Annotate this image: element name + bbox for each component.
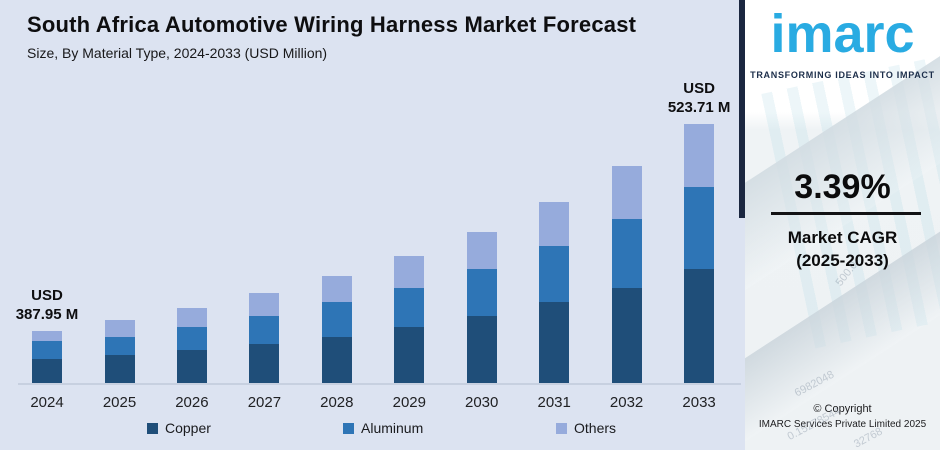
- bar-segment-2030-others: [466, 232, 497, 269]
- bar-segment-2026-copper: [176, 350, 207, 383]
- bar-segment-2028-copper: [321, 337, 352, 383]
- bar-segment-2029-aluminum: [394, 288, 425, 327]
- bar-segment-2033-aluminum: [684, 187, 715, 269]
- legend-marker-copper: [147, 422, 158, 434]
- x-tick-2032: 2032: [609, 394, 644, 411]
- bar-segment-2027-others: [249, 293, 280, 316]
- bar-segment-2033-copper: [684, 269, 715, 383]
- bar-segment-2028-aluminum: [321, 302, 352, 337]
- bar-segment-2024-copper: [32, 359, 62, 383]
- bar-segment-2031-aluminum: [539, 246, 570, 302]
- bar-segment-2031-others: [539, 202, 570, 246]
- x-tick-2031: 2031: [537, 394, 571, 411]
- legend-item-aluminum: Aluminum: [343, 420, 423, 436]
- brand-panel: imarc TRANSFORMING IDEAS INTO IMPACT 3.3…: [745, 0, 940, 450]
- bar-segment-2027-copper: [249, 344, 280, 383]
- value-label-2033: USD 523.71 M: [667, 80, 731, 116]
- x-tick-2027: 2027: [247, 394, 282, 411]
- chart-panel: South Africa Automotive Wiring Harness M…: [0, 12, 744, 440]
- copyright-company: IMARC Services Private Limited 2025: [758, 419, 927, 430]
- bar-segment-2032-copper: [611, 288, 642, 383]
- imarc-logo: imarc: [770, 4, 915, 64]
- bar-segment-2025-aluminum: [104, 337, 135, 355]
- chart-legend: Copper Aluminum Others: [0, 420, 744, 440]
- legend-item-others: Others: [556, 420, 616, 436]
- bar-segment-2032-others: [611, 166, 642, 219]
- x-tick-2028: 2028: [320, 394, 354, 411]
- bar-segment-2028-others: [321, 276, 352, 302]
- legend-item-copper: Copper: [147, 420, 211, 436]
- cagr-period: (2025-2033): [796, 251, 889, 270]
- x-tick-2024: 2024: [30, 394, 64, 411]
- x-tick-2025: 2025: [102, 394, 137, 411]
- bar-segment-2025-others: [104, 320, 135, 337]
- legend-label-aluminum: Aluminum: [361, 420, 424, 436]
- page-title: South Africa Automotive Wiring Harness M…: [27, 12, 637, 37]
- x-tick-2026: 2026: [175, 394, 209, 411]
- brand-accent-strip: [739, 0, 745, 218]
- legend-label-copper: Copper: [165, 420, 211, 436]
- bar-segment-2026-aluminum: [176, 327, 207, 350]
- bar-segment-2029-copper: [394, 327, 425, 383]
- bar-segment-2030-aluminum: [466, 269, 497, 316]
- legend-marker-aluminum: [343, 422, 354, 434]
- bar-segment-2033-others: [684, 124, 715, 187]
- legend-marker-others: [556, 422, 567, 434]
- x-tick-2029: 2029: [392, 394, 426, 411]
- bar-segment-2030-copper: [466, 316, 497, 383]
- x-axis-line: [18, 383, 741, 385]
- copyright-line: © Copyright: [813, 403, 872, 415]
- cagr-divider-line: [771, 212, 921, 215]
- bar-segment-2031-copper: [539, 302, 570, 383]
- bar-segment-2026-others: [176, 308, 207, 327]
- bar-segment-2024-aluminum: [32, 341, 62, 359]
- bar-segment-2025-copper: [104, 355, 135, 383]
- cagr-label: Market CAGR: [787, 228, 898, 247]
- bar-segment-2032-aluminum: [611, 219, 642, 288]
- value-label-2024: USD 387.95 M: [15, 287, 79, 323]
- legend-label-others: Others: [574, 420, 617, 436]
- bar-segment-2024-others: [32, 331, 62, 341]
- cagr-value: 3.39%: [794, 168, 891, 206]
- x-tick-2030: 2030: [465, 394, 499, 411]
- page-subtitle: Size, By Material Type, 2024-2033 (USD M…: [27, 45, 328, 61]
- plot-area: 2024 2025 2026 2027 2028 2029 2030 2031 2032 2033…: [15, 80, 741, 411]
- x-tick-2033: 2033: [682, 394, 716, 411]
- bar-segment-2029-others: [394, 256, 425, 288]
- bar-segment-2027-aluminum: [249, 316, 280, 344]
- imarc-tagline: TRANSFORMING IDEAS INTO IMPACT: [750, 70, 935, 80]
- watermark-number: 6982048: [792, 368, 837, 400]
